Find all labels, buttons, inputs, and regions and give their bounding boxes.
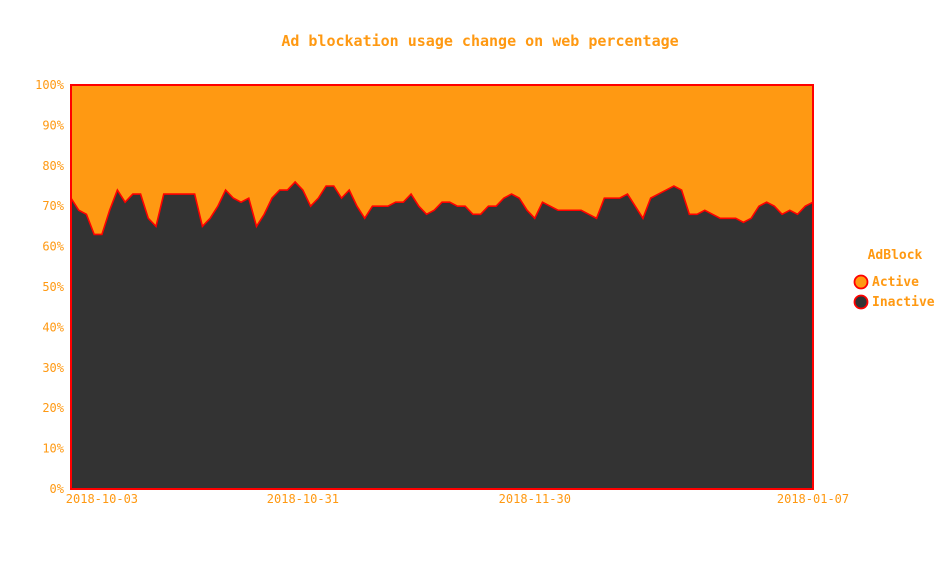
legend-item-active[interactable]: Active xyxy=(853,274,920,290)
legend-item-inactive[interactable]: Inactive xyxy=(853,294,935,310)
legend-title: AdBlock xyxy=(868,248,923,263)
x-tick-label: 2018-10-03 xyxy=(66,492,138,506)
y-axis: 0% 10% 20% 30% 40% 50% 60% 70% 80% 90% 100% xyxy=(35,78,65,496)
x-tick-label: 2018-01-07 xyxy=(777,492,849,506)
y-tick-label: 40% xyxy=(42,320,64,334)
y-tick-label: 10% xyxy=(42,442,64,456)
y-tick-label: 0% xyxy=(50,482,65,496)
area-inactive xyxy=(71,181,813,489)
legend-swatch-active xyxy=(853,274,869,290)
y-tick-label: 70% xyxy=(42,199,64,213)
y-tick-label: 100% xyxy=(35,78,65,92)
y-tick-label: 80% xyxy=(42,159,64,173)
series-boundary-line xyxy=(70,180,814,236)
y-tick-label: 20% xyxy=(42,401,64,415)
y-tick-label: 30% xyxy=(42,361,64,375)
plot-frame xyxy=(70,84,814,490)
x-tick-label: 2018-10-31 xyxy=(267,492,339,506)
chart-title: Ad blockation usage change on web percen… xyxy=(281,32,678,50)
legend-swatch-inactive xyxy=(853,294,869,310)
legend-label-inactive: Inactive xyxy=(872,295,935,310)
x-tick-label: 2018-11-30 xyxy=(499,492,571,506)
plot-area xyxy=(70,84,814,490)
y-tick-label: 60% xyxy=(42,240,64,254)
x-axis: 2018-10-03 2018-10-31 2018-11-30 2018-01-07 xyxy=(66,492,849,506)
y-tick-label: 90% xyxy=(42,118,64,132)
legend-label-active: Active xyxy=(872,275,919,290)
legend: AdBlock Active Inactive xyxy=(853,248,935,310)
y-tick-label: 50% xyxy=(42,280,64,294)
